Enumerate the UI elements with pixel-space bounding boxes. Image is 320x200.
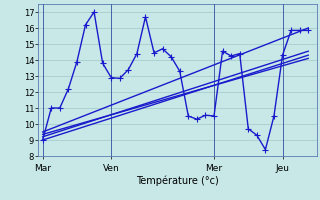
X-axis label: Température (°c): Température (°c) <box>136 175 219 186</box>
